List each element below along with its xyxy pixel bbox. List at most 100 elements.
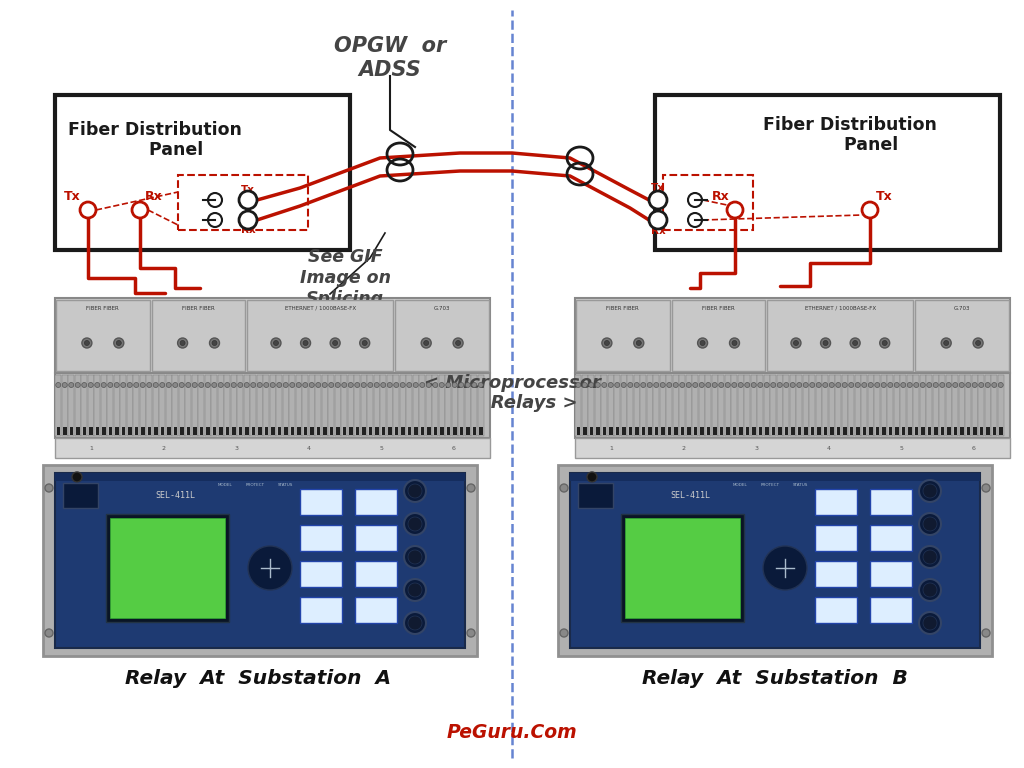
Circle shape bbox=[467, 629, 475, 637]
Circle shape bbox=[394, 382, 398, 388]
Circle shape bbox=[744, 382, 750, 388]
Bar bbox=[472, 427, 476, 435]
Bar bbox=[252, 427, 255, 435]
Bar bbox=[133, 375, 139, 436]
Bar bbox=[659, 375, 666, 436]
Circle shape bbox=[667, 382, 672, 388]
Circle shape bbox=[862, 202, 878, 218]
Text: 2: 2 bbox=[682, 445, 686, 451]
Circle shape bbox=[608, 382, 613, 388]
Bar bbox=[88, 375, 94, 436]
Circle shape bbox=[641, 382, 646, 388]
Circle shape bbox=[154, 382, 159, 388]
Bar bbox=[185, 375, 191, 436]
Bar bbox=[141, 427, 144, 435]
Bar bbox=[823, 427, 827, 435]
Bar bbox=[725, 375, 731, 436]
Bar bbox=[777, 375, 782, 436]
Bar bbox=[953, 427, 957, 435]
Bar bbox=[816, 375, 821, 436]
Circle shape bbox=[803, 382, 808, 388]
Circle shape bbox=[919, 513, 941, 535]
Text: 3: 3 bbox=[755, 445, 758, 451]
Bar bbox=[348, 375, 353, 436]
Bar bbox=[452, 375, 458, 436]
Bar bbox=[395, 300, 489, 371]
Bar bbox=[997, 375, 1004, 436]
Bar bbox=[595, 375, 601, 436]
Circle shape bbox=[251, 382, 256, 388]
Text: 911.0: 911.0 bbox=[640, 531, 664, 541]
Bar bbox=[310, 427, 313, 435]
Bar bbox=[648, 427, 651, 435]
Bar bbox=[244, 375, 250, 436]
Bar bbox=[271, 427, 274, 435]
Text: Fiber Distribution
       Panel: Fiber Distribution Panel bbox=[68, 121, 242, 160]
Circle shape bbox=[794, 340, 799, 346]
Text: 411.4: 411.4 bbox=[125, 575, 148, 584]
Bar bbox=[752, 427, 756, 435]
Bar bbox=[759, 427, 762, 435]
Bar bbox=[200, 427, 203, 435]
Circle shape bbox=[270, 382, 275, 388]
Circle shape bbox=[404, 546, 426, 568]
Bar bbox=[178, 175, 308, 230]
Circle shape bbox=[959, 382, 965, 388]
Circle shape bbox=[95, 382, 99, 388]
Bar bbox=[55, 375, 61, 436]
Bar bbox=[303, 427, 307, 435]
Text: 5: 5 bbox=[379, 445, 383, 451]
Bar bbox=[167, 427, 171, 435]
Circle shape bbox=[205, 382, 210, 388]
Circle shape bbox=[72, 472, 82, 482]
Bar bbox=[134, 427, 138, 435]
Text: SEL: SEL bbox=[587, 491, 603, 499]
Circle shape bbox=[764, 382, 769, 388]
Circle shape bbox=[882, 382, 886, 388]
Bar bbox=[575, 373, 1010, 438]
Bar bbox=[870, 561, 912, 587]
Bar bbox=[870, 597, 912, 623]
Bar bbox=[907, 375, 912, 436]
Circle shape bbox=[725, 382, 730, 388]
Circle shape bbox=[923, 583, 937, 597]
Circle shape bbox=[439, 382, 444, 388]
Bar bbox=[330, 427, 333, 435]
Circle shape bbox=[248, 546, 292, 590]
Bar bbox=[300, 561, 342, 587]
Bar bbox=[55, 298, 490, 373]
Circle shape bbox=[979, 382, 984, 388]
Bar bbox=[414, 427, 418, 435]
Circle shape bbox=[303, 340, 308, 346]
Bar bbox=[765, 427, 768, 435]
Circle shape bbox=[179, 382, 184, 388]
Bar bbox=[355, 561, 397, 587]
Bar bbox=[309, 375, 314, 436]
Bar bbox=[239, 427, 242, 435]
Text: 1: 1 bbox=[89, 445, 93, 451]
Bar bbox=[375, 427, 379, 435]
Text: STATUS: STATUS bbox=[793, 483, 808, 487]
Circle shape bbox=[850, 338, 860, 348]
Text: 4: 4 bbox=[307, 445, 310, 451]
Text: 401.0: 401.0 bbox=[640, 554, 664, 562]
Circle shape bbox=[426, 382, 431, 388]
Text: 68.00: 68.00 bbox=[125, 598, 148, 607]
Circle shape bbox=[433, 382, 437, 388]
Circle shape bbox=[121, 382, 126, 388]
Circle shape bbox=[940, 382, 945, 388]
Bar bbox=[972, 375, 978, 436]
Bar bbox=[830, 427, 834, 435]
Circle shape bbox=[973, 338, 983, 348]
Circle shape bbox=[284, 382, 288, 388]
Bar bbox=[83, 427, 86, 435]
Bar bbox=[109, 427, 112, 435]
Bar bbox=[662, 427, 665, 435]
Bar bbox=[479, 427, 482, 435]
Bar bbox=[296, 375, 302, 436]
Bar bbox=[106, 514, 229, 622]
Circle shape bbox=[117, 340, 121, 346]
Bar bbox=[933, 375, 939, 436]
Bar bbox=[985, 375, 990, 436]
Bar bbox=[738, 375, 743, 436]
